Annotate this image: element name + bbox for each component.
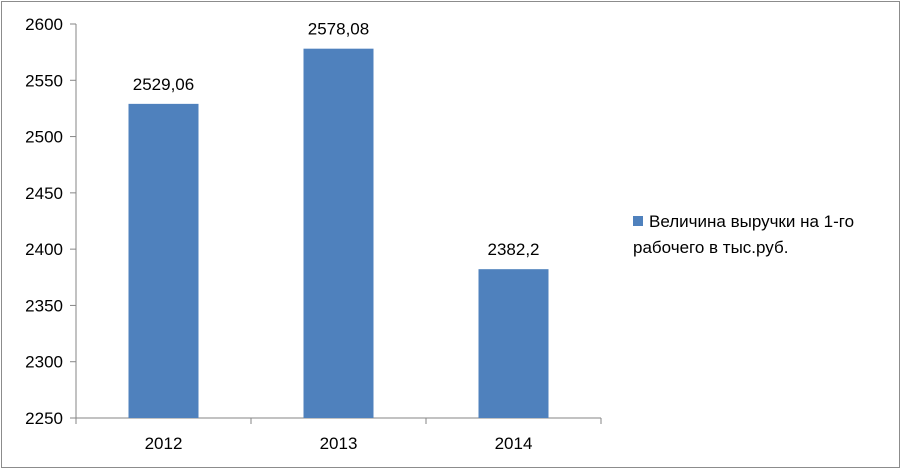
x-tick-label: 2013	[320, 434, 358, 453]
data-label: 2382,2	[488, 240, 540, 259]
bar	[303, 48, 374, 418]
y-tick-label: 2300	[25, 353, 63, 372]
data-label: 2578,08	[308, 20, 369, 39]
y-tick-label: 2350	[25, 296, 63, 315]
y-tick-label: 2500	[25, 128, 63, 147]
legend-swatch	[633, 216, 643, 226]
x-tick-label: 2012	[145, 434, 183, 453]
bar	[128, 103, 199, 419]
bars	[128, 48, 549, 419]
legend: Величина выручки на 1-го рабочего в тыс.…	[633, 209, 893, 261]
x-axis-ticks: 2012 2013 2014	[75, 418, 602, 453]
y-tick-label: 2250	[25, 409, 63, 428]
legend-label: Величина выручки на 1-го рабочего в тыс.…	[633, 212, 855, 257]
data-label: 2529,06	[133, 75, 194, 94]
y-tick-label: 2400	[25, 240, 63, 259]
y-tick-label: 2600	[25, 15, 63, 34]
y-tick-label: 2450	[25, 184, 63, 203]
bar	[478, 269, 549, 418]
x-tick-label: 2014	[495, 434, 533, 453]
y-tick-label: 2550	[25, 71, 63, 90]
y-axis-ticks: 2250 2300 2350 2400 2450 2500 2550 2600	[25, 15, 76, 428]
data-labels: 2529,06 2578,08 2382,2	[133, 20, 540, 260]
